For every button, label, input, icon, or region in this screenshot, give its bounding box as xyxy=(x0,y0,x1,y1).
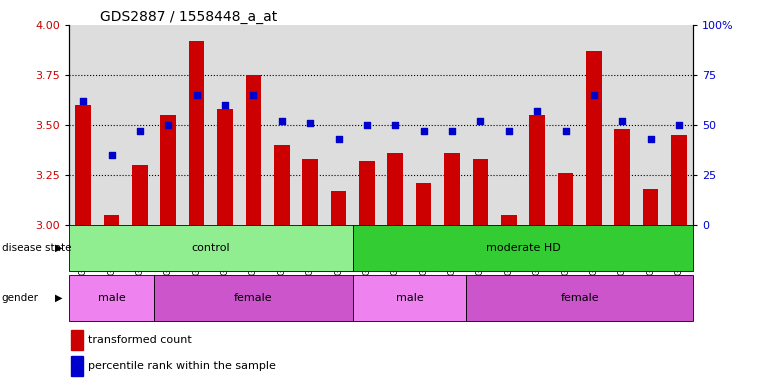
Bar xyxy=(69,275,154,321)
Text: female: female xyxy=(234,293,273,303)
Bar xyxy=(665,25,693,225)
Point xyxy=(106,152,118,158)
Bar xyxy=(97,25,126,225)
Bar xyxy=(580,25,608,225)
Text: moderate HD: moderate HD xyxy=(486,243,561,253)
Point xyxy=(77,98,90,104)
Bar xyxy=(643,189,659,225)
Bar xyxy=(466,275,693,321)
Bar xyxy=(239,25,267,225)
Text: transformed count: transformed count xyxy=(88,335,192,345)
Point xyxy=(162,122,175,128)
Bar xyxy=(416,183,431,225)
Point xyxy=(219,102,231,108)
Text: male: male xyxy=(97,293,126,303)
Text: gender: gender xyxy=(2,293,38,303)
Bar xyxy=(331,191,346,225)
Bar xyxy=(671,135,687,225)
Bar xyxy=(438,25,466,225)
Text: ▶: ▶ xyxy=(55,243,63,253)
Bar xyxy=(154,25,182,225)
Bar xyxy=(296,25,324,225)
Point xyxy=(417,128,430,134)
Text: control: control xyxy=(192,243,230,253)
Bar xyxy=(608,25,637,225)
Bar xyxy=(189,41,205,225)
Bar xyxy=(552,25,580,225)
Bar xyxy=(473,159,488,225)
Point xyxy=(276,118,288,124)
Bar xyxy=(274,145,290,225)
Point xyxy=(531,108,543,114)
Text: percentile rank within the sample: percentile rank within the sample xyxy=(88,361,276,371)
Point xyxy=(247,92,260,98)
Bar xyxy=(75,105,91,225)
Bar xyxy=(558,173,573,225)
Bar xyxy=(637,25,665,225)
Point xyxy=(332,136,345,142)
Bar xyxy=(182,25,211,225)
Point xyxy=(559,128,571,134)
Point xyxy=(361,122,373,128)
Bar xyxy=(126,25,154,225)
Point xyxy=(644,136,656,142)
Point xyxy=(304,120,316,126)
Bar xyxy=(303,159,318,225)
Bar xyxy=(154,275,352,321)
Bar xyxy=(352,25,381,225)
Bar xyxy=(69,25,97,225)
Bar xyxy=(501,215,516,225)
Point xyxy=(588,92,600,98)
Bar xyxy=(529,115,545,225)
Bar xyxy=(495,25,523,225)
Point xyxy=(474,118,486,124)
Bar xyxy=(71,356,83,376)
Point xyxy=(673,122,685,128)
Bar xyxy=(466,25,495,225)
Bar xyxy=(218,109,233,225)
Bar xyxy=(160,115,176,225)
Text: female: female xyxy=(561,293,599,303)
Bar xyxy=(410,25,438,225)
Bar xyxy=(586,51,602,225)
Bar xyxy=(359,161,375,225)
Point xyxy=(134,128,146,134)
Text: GDS2887 / 1558448_a_at: GDS2887 / 1558448_a_at xyxy=(100,10,277,24)
Bar xyxy=(69,225,352,271)
Bar xyxy=(103,215,119,225)
Point xyxy=(389,122,401,128)
Bar xyxy=(71,330,83,349)
Bar xyxy=(267,25,296,225)
Bar xyxy=(246,75,261,225)
Bar xyxy=(352,225,693,271)
Bar xyxy=(388,153,403,225)
Point xyxy=(446,128,458,134)
Point xyxy=(616,118,628,124)
Bar xyxy=(523,25,552,225)
Bar xyxy=(132,165,148,225)
Bar xyxy=(352,275,466,321)
Text: male: male xyxy=(395,293,424,303)
Bar xyxy=(614,129,630,225)
Point xyxy=(191,92,203,98)
Point xyxy=(502,128,515,134)
Bar xyxy=(324,25,352,225)
Text: disease state: disease state xyxy=(2,243,71,253)
Bar xyxy=(211,25,239,225)
Bar xyxy=(444,153,460,225)
Text: ▶: ▶ xyxy=(55,293,63,303)
Bar xyxy=(381,25,410,225)
